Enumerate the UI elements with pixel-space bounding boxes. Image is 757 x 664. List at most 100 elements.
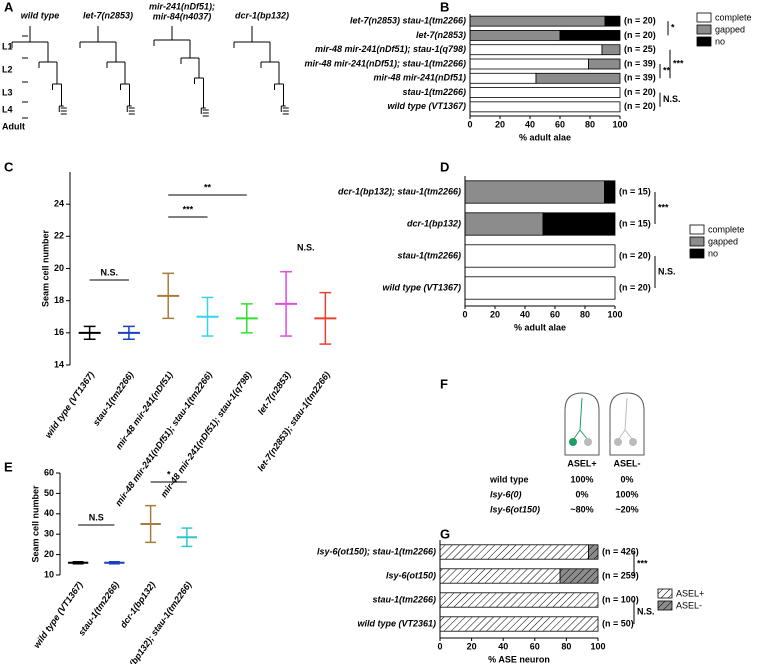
x-axis-title: % adult alae [519, 132, 571, 142]
bar-segment [464, 244, 616, 268]
y-tick-label: 24 [54, 199, 64, 209]
bar-segment [535, 72, 621, 84]
percent: ~20% [615, 504, 638, 514]
bar-segment [469, 30, 561, 41]
sig-label: N.S. [637, 606, 655, 616]
bar-segment [588, 58, 621, 70]
sig-label: * [671, 23, 675, 33]
n-label: (n = 50) [602, 618, 634, 628]
x-axis-title: % adult alae [514, 322, 566, 332]
category-label: mir-48 mir-241(nDf51); stau-1(tm2266) [304, 58, 466, 68]
y-tick-label: 20 [54, 263, 64, 273]
legend-label: gapped [708, 236, 738, 246]
n-label: (n = 20) [624, 30, 656, 40]
y-tick-label: 10 [44, 569, 54, 579]
category-label: let-7(n2853) stau-1(tm2266) [350, 16, 466, 26]
sig-label: ** [204, 182, 212, 192]
panel-label: G [440, 526, 450, 541]
sig-label: N.S [89, 512, 104, 522]
x-tick-label: 80 [561, 641, 571, 651]
aser [584, 438, 592, 446]
stage-label: L3 [2, 87, 13, 97]
panel-label: F [440, 376, 448, 391]
category-label: let-7(n2853) [256, 370, 293, 417]
strain-label: mir-241(nDf51); [149, 1, 215, 11]
n-label: (n = 426) [602, 546, 639, 556]
category-label: lsy-6(ot150) [386, 570, 436, 580]
genotype: wild type [489, 474, 529, 484]
sig-label: *** [183, 204, 194, 214]
category-label: stau-1(tm2266) [76, 580, 121, 638]
category-label: mir-48 mir-241(nDf51) [373, 73, 466, 83]
x-tick-label: 100 [590, 641, 605, 651]
percent: 100% [615, 489, 638, 499]
y-tick-label: 22 [54, 231, 64, 241]
x-tick-label: 20 [490, 309, 500, 319]
n-label: (n = 39) [624, 73, 656, 83]
n-label: (n = 15) [619, 186, 651, 196]
category-label: lsy-6(ot150); stau-1(tm2266) [317, 546, 436, 556]
category-label: wild type (VT1367) [382, 282, 461, 292]
bar-segment [469, 44, 603, 56]
legend-label: complete [708, 224, 745, 234]
x-tick-label: 0 [462, 309, 467, 319]
legend-swatch [696, 12, 712, 23]
bar-segment [601, 44, 621, 56]
bar-segment [439, 616, 599, 632]
category-label: wild type (VT2361) [357, 618, 436, 628]
category-label: let-7(n2853); stau-1(tm2266) [255, 370, 331, 473]
x-tick-label: 0 [467, 119, 472, 129]
n-label: (n = 20) [624, 101, 656, 111]
category-label: let-7(n2853) [416, 30, 466, 40]
y-axis-title: Seam cell number [40, 229, 50, 307]
bar-segment [464, 212, 544, 236]
sig-label: *** [658, 202, 669, 212]
category-label: stau-1(tm2266) [91, 370, 136, 428]
y-tick-label: 50 [44, 488, 54, 498]
bar-segment [559, 568, 599, 584]
sig-label: N.S. [663, 94, 681, 104]
x-tick-label: 60 [530, 641, 540, 651]
sig-label: N.S. [658, 266, 676, 276]
x-tick-label: 20 [495, 119, 505, 129]
x-tick-label: 60 [555, 119, 565, 129]
x-tick-label: 100 [612, 119, 627, 129]
legend-swatch [689, 248, 705, 259]
y-tick-label: 20 [44, 549, 54, 559]
legend-label: ASEL+ [676, 588, 704, 598]
bar-segment [469, 58, 589, 70]
phenotype-label: ASEL- [614, 458, 641, 468]
bar-segment [588, 544, 599, 560]
panel-label: E [4, 459, 13, 474]
bar-segment [439, 592, 599, 608]
n-label: (n = 20) [619, 250, 651, 260]
sig-label: * [167, 469, 171, 479]
category-label: wild type (VT1367) [387, 101, 466, 111]
legend-label: no [708, 248, 718, 258]
bar-segment [542, 212, 616, 236]
category-label: dcr-1(bp132) [118, 580, 157, 630]
category-label: wild type (VT1367) [31, 580, 84, 650]
x-tick-label: 0 [437, 641, 442, 651]
genotype: lsy-6(0) [490, 489, 522, 499]
x-tick-label: 80 [585, 119, 595, 129]
category-label: stau-1(tm2266) [402, 87, 466, 97]
category-label: stau-1(tm2266) [372, 594, 436, 604]
panel-label: A [4, 0, 14, 14]
stage-label: L1 [2, 41, 13, 51]
legend-swatch [696, 24, 712, 35]
bar-segment [604, 180, 616, 204]
legend-swatch [657, 600, 673, 611]
stage-label: L2 [2, 64, 13, 74]
n-label: (n = 20) [624, 16, 656, 26]
x-tick-label: 20 [467, 641, 477, 651]
strain-label: wild type [21, 10, 60, 20]
phenotype-label: ASEL+ [567, 458, 596, 468]
percent: 100% [570, 474, 593, 484]
sig-label: *** [637, 558, 648, 568]
strain-label: let-7(n2853) [83, 10, 133, 20]
x-axis-title: % ASE neuron [488, 654, 550, 664]
bar-segment [464, 276, 616, 300]
legend-swatch [696, 36, 712, 47]
n-label: (n = 259) [602, 570, 639, 580]
